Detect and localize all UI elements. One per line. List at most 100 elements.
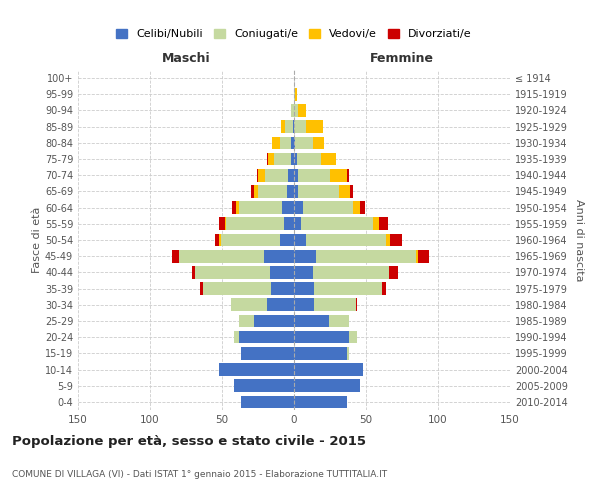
Bar — [294, 218, 301, 230]
Bar — [266, 152, 268, 166]
Bar — [254, 185, 258, 198]
Bar — [360, 202, 365, 214]
Bar — [294, 363, 363, 376]
Text: Maschi: Maschi — [161, 52, 211, 65]
Text: COMUNE DI VILLAGA (VI) - Dati ISTAT 1° gennaio 2015 - Elaborazione TUTTITALIA.IT: COMUNE DI VILLAGA (VI) - Dati ISTAT 1° g… — [12, 470, 387, 479]
Bar — [239, 202, 283, 214]
Bar — [192, 266, 194, 278]
Legend: Celibi/Nubili, Coniugati/e, Vedovi/e, Divorziati/e: Celibi/Nubili, Coniugati/e, Vedovi/e, Di… — [112, 24, 476, 44]
Bar — [301, 218, 373, 230]
Bar — [386, 234, 391, 246]
Bar — [219, 218, 225, 230]
Bar — [258, 169, 265, 181]
Bar — [294, 250, 316, 262]
Bar — [254, 314, 294, 328]
Bar — [322, 152, 336, 166]
Bar — [241, 396, 294, 408]
Bar — [294, 169, 298, 181]
Bar — [232, 202, 236, 214]
Bar — [225, 218, 226, 230]
Bar — [330, 169, 347, 181]
Bar — [382, 282, 386, 295]
Bar — [356, 298, 358, 311]
Bar — [294, 202, 302, 214]
Bar — [418, 250, 430, 262]
Bar — [179, 250, 264, 262]
Bar — [281, 120, 286, 133]
Bar — [203, 282, 271, 295]
Bar — [302, 202, 353, 214]
Bar — [314, 282, 382, 295]
Bar — [257, 169, 258, 181]
Bar — [349, 331, 358, 344]
Bar — [233, 380, 294, 392]
Bar — [298, 104, 305, 117]
Bar — [251, 185, 254, 198]
Bar — [298, 185, 338, 198]
Bar — [236, 202, 239, 214]
Bar — [294, 104, 298, 117]
Bar — [313, 266, 389, 278]
Bar — [294, 120, 305, 133]
Bar — [295, 88, 297, 101]
Bar — [233, 331, 239, 344]
Bar — [294, 347, 347, 360]
Bar — [266, 298, 294, 311]
Bar — [239, 331, 294, 344]
Y-axis label: Anni di nascita: Anni di nascita — [574, 198, 584, 281]
Bar — [294, 88, 295, 101]
Bar — [313, 136, 324, 149]
Text: Popolazione per età, sesso e stato civile - 2015: Popolazione per età, sesso e stato civil… — [12, 435, 366, 448]
Bar — [287, 185, 294, 198]
Bar — [280, 136, 291, 149]
Bar — [329, 314, 349, 328]
Bar — [314, 298, 356, 311]
Bar — [288, 169, 294, 181]
Bar — [286, 120, 293, 133]
Bar — [293, 120, 294, 133]
Y-axis label: Fasce di età: Fasce di età — [32, 207, 42, 273]
Bar — [272, 136, 280, 149]
Bar — [291, 136, 294, 149]
Bar — [294, 234, 305, 246]
Bar — [338, 185, 350, 198]
Bar — [294, 185, 298, 198]
Bar — [258, 185, 287, 198]
Bar — [221, 234, 280, 246]
Bar — [269, 266, 294, 278]
Bar — [416, 250, 418, 262]
Bar — [219, 234, 221, 246]
Bar — [291, 104, 294, 117]
Bar — [172, 250, 179, 262]
Bar — [297, 152, 322, 166]
Bar — [294, 266, 313, 278]
Bar — [194, 266, 269, 278]
Bar — [353, 202, 360, 214]
Bar — [305, 120, 323, 133]
Bar — [200, 282, 203, 295]
Bar — [294, 152, 297, 166]
Bar — [347, 169, 349, 181]
Bar — [294, 380, 360, 392]
Bar — [316, 250, 416, 262]
Bar — [379, 218, 388, 230]
Bar — [294, 396, 347, 408]
Text: Femmine: Femmine — [370, 52, 434, 65]
Bar — [283, 202, 294, 214]
Bar — [294, 331, 349, 344]
Bar — [391, 234, 402, 246]
Bar — [298, 169, 330, 181]
Bar — [347, 347, 349, 360]
Bar — [219, 363, 294, 376]
Bar — [373, 218, 379, 230]
Bar — [215, 234, 219, 246]
Bar — [295, 136, 313, 149]
Bar — [389, 266, 398, 278]
Bar — [230, 298, 266, 311]
Bar — [265, 169, 288, 181]
Bar — [294, 136, 295, 149]
Bar — [305, 234, 386, 246]
Bar — [284, 218, 294, 230]
Bar — [274, 152, 291, 166]
Bar — [350, 185, 353, 198]
